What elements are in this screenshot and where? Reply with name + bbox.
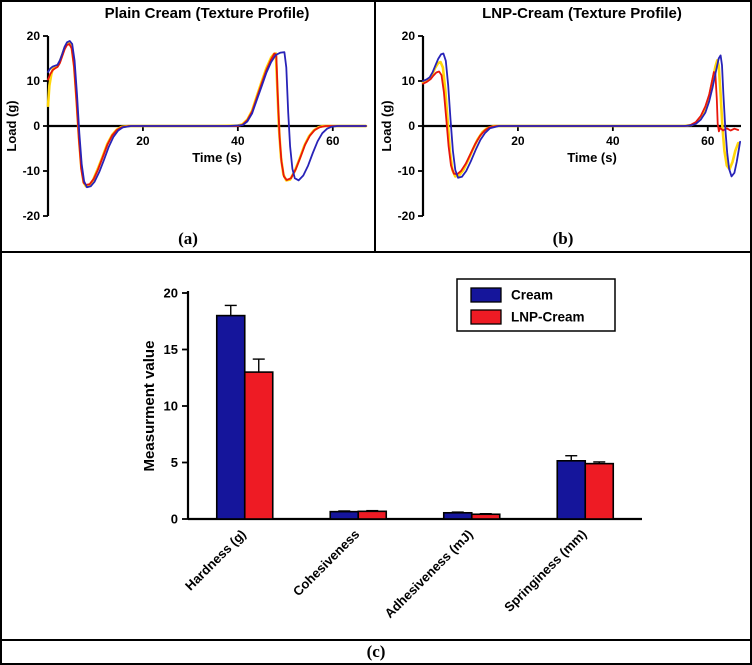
chart-title: Plain Cream (Texture Profile)	[105, 5, 310, 22]
y-tick-label: 10	[402, 74, 416, 88]
y-axis-label: Load (g)	[4, 100, 19, 151]
panel-plain-cream: Plain Cream (Texture Profile) Load (g) -20…	[2, 2, 376, 251]
legend-swatch-Cream	[470, 287, 502, 303]
y-tick-label: 10	[27, 74, 41, 88]
y-tick-label: -10	[398, 164, 416, 178]
bar-Cream-2	[442, 511, 473, 520]
panel-lnp-cream: LNP-Cream (Texture Profile) Load (g) -20 -1…	[376, 2, 750, 251]
series-replicate-blue	[422, 52, 742, 179]
bar-LNP-Cream-2	[470, 513, 501, 520]
plain-cream-line-chart: Plain Cream (Texture Profile) Load (g) -20…	[4, 5, 368, 223]
x-tick-label: 60	[701, 134, 715, 148]
y-tick-label: 0	[171, 512, 178, 527]
y-tick-label: 5	[171, 455, 178, 470]
x-axis-label: Time (s)	[192, 150, 242, 165]
category-label: Adhesiveness (mJ)	[381, 527, 475, 621]
y-tick-label: 10	[164, 399, 178, 414]
bar-LNP-Cream-0	[243, 371, 274, 520]
x-axis-label: Time (s)	[567, 150, 617, 165]
x-tick-label: 20	[511, 134, 525, 148]
caption-c: (c)	[2, 639, 750, 663]
caption-a: (a)	[178, 229, 198, 248]
category-label: Springiness (mm)	[501, 527, 589, 615]
y-tick-label: 0	[408, 119, 415, 133]
category-label: Hardness (g)	[182, 527, 249, 594]
bar-Cream-3	[556, 460, 587, 520]
y-tick-label: 15	[164, 342, 178, 357]
bar-LNP-Cream-3	[584, 462, 615, 520]
legend-label-LNP-Cream: LNP-Cream	[511, 310, 585, 325]
y-tick-label: 20	[402, 29, 416, 43]
y-tick-label: -20	[23, 209, 41, 223]
y-tick-label: 20	[164, 286, 178, 301]
x-tick-label: 60	[326, 134, 340, 148]
lnp-cream-line-chart: LNP-Cream (Texture Profile) Load (g) -20 -1…	[379, 5, 742, 223]
chart-title: LNP-Cream (Texture Profile)	[482, 5, 682, 22]
y-tick-label: -20	[398, 209, 416, 223]
top-row: Plain Cream (Texture Profile) Load (g) -20…	[2, 2, 750, 253]
y-tick-label: 20	[27, 29, 41, 43]
legend-swatch-LNP-Cream	[470, 309, 502, 325]
bar-Cream-1	[329, 510, 360, 520]
series-replicate-blue	[47, 40, 367, 189]
y-tick-label: -10	[23, 164, 41, 178]
x-tick-label: 40	[231, 134, 245, 148]
category-label: Cohesiveness	[290, 527, 362, 599]
panel-bar-chart: Measurment value 0 5 10 15 20 Hardness (g) Cohe…	[2, 253, 750, 639]
x-tick-label: 40	[606, 134, 620, 148]
legend-label-Cream: Cream	[511, 288, 553, 303]
y-tick-label: 0	[33, 119, 40, 133]
texture-measurement-bar-chart: Measurment value 0 5 10 15 20 Hardness (g) Cohe…	[141, 278, 642, 621]
bar-Cream-0	[215, 314, 246, 520]
bar-LNP-Cream-1	[357, 510, 388, 520]
caption-b: (b)	[552, 229, 574, 248]
y-axis-label: Measurment value	[141, 341, 158, 472]
x-tick-label: 20	[136, 134, 150, 148]
y-axis-label: Load (g)	[379, 100, 394, 151]
